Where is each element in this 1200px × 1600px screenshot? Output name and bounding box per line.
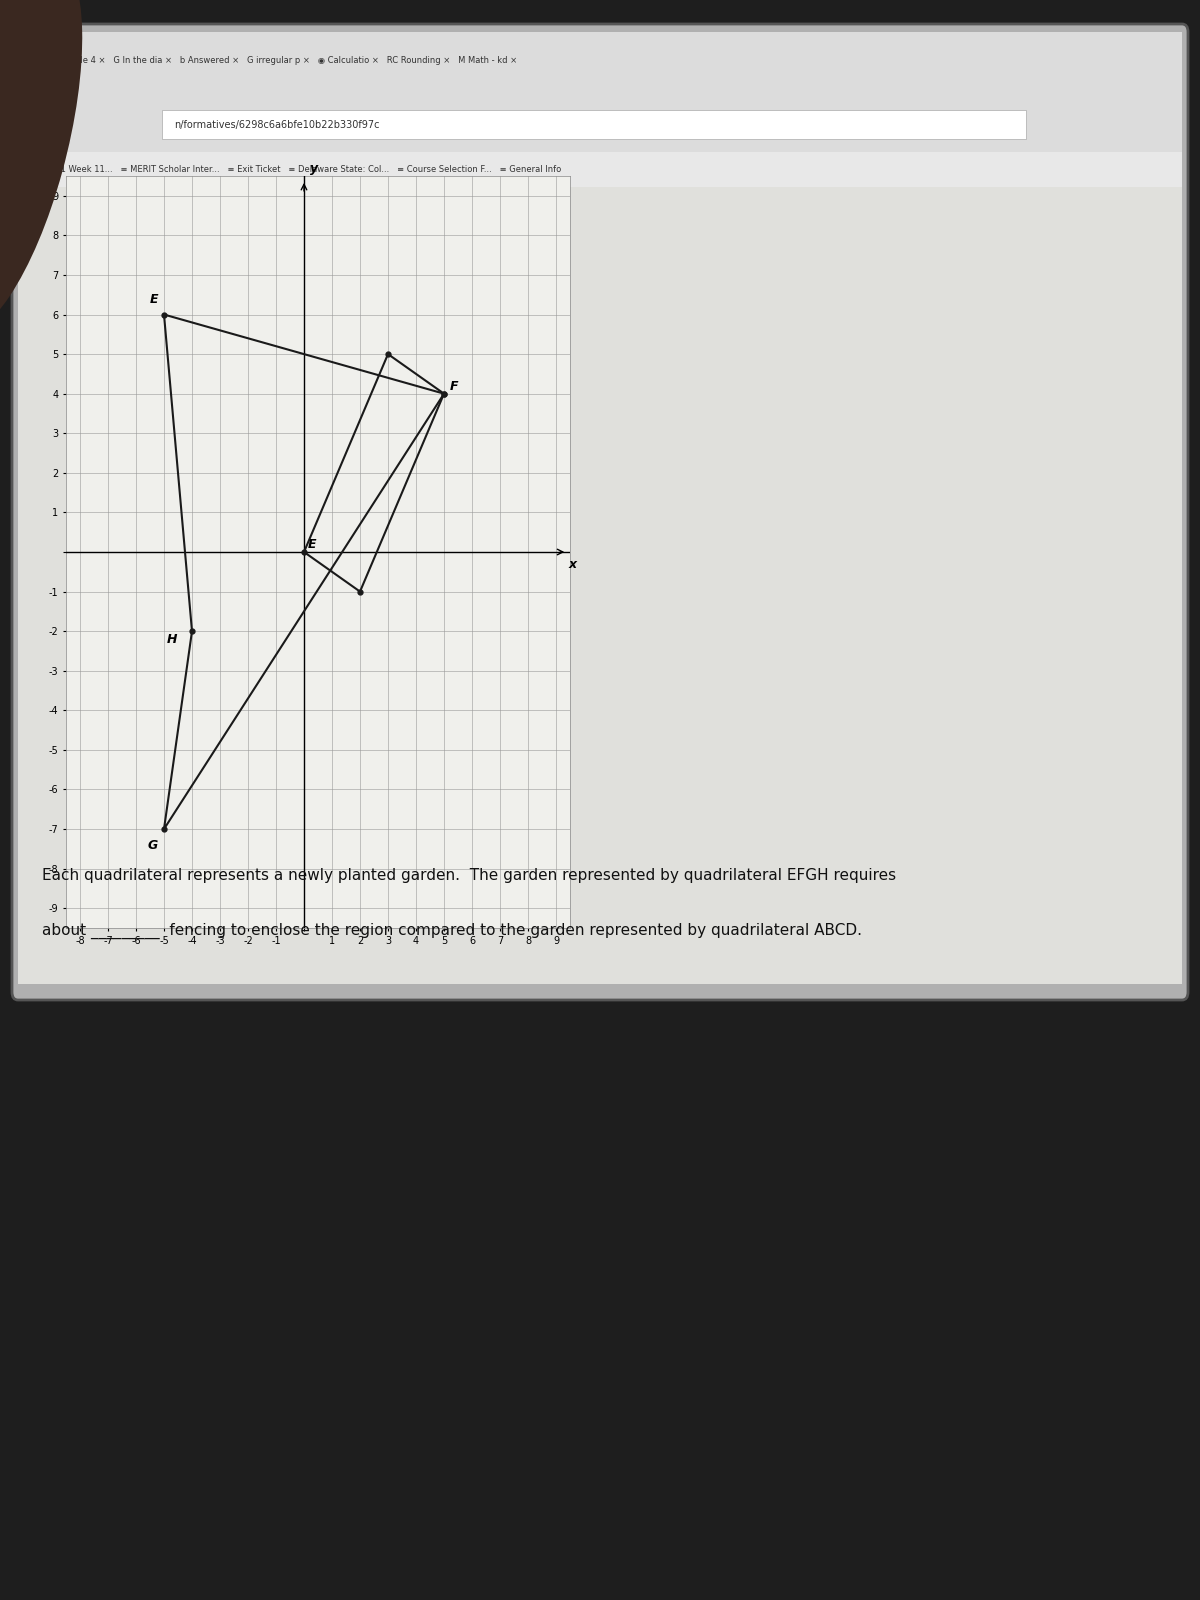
Text: y: y	[310, 162, 318, 174]
Text: Each quadrilateral represents a newly planted garden.  The garden represented by: Each quadrilateral represents a newly pl…	[42, 869, 896, 883]
Text: about _________  fencing to enclose the region compared to the garden represente: about _________ fencing to enclose the r…	[42, 923, 862, 939]
Text: ‹gebra 1 Week 11...   ≡ MERIT Scholar Inter...   ≡ Exit Ticket   ≡ Delaware Stat: ‹gebra 1 Week 11... ≡ MERIT Scholar Inte…	[30, 165, 562, 174]
Text: G: G	[148, 838, 157, 851]
Text: H: H	[167, 634, 178, 646]
Text: E: E	[150, 293, 158, 306]
Text: E: E	[308, 538, 317, 550]
Text: F: F	[450, 379, 458, 392]
Text: x: x	[569, 558, 577, 571]
Text: ps ×   Module 4 ×   G In the dia ×   b Answered ×   G irregular p ×   ◉ Calculat: ps × Module 4 × G In the dia × b Answere…	[30, 56, 517, 66]
Text: n/formatives/6298c6a6bfe10b22b330f97c: n/formatives/6298c6a6bfe10b22b330f97c	[174, 120, 379, 130]
